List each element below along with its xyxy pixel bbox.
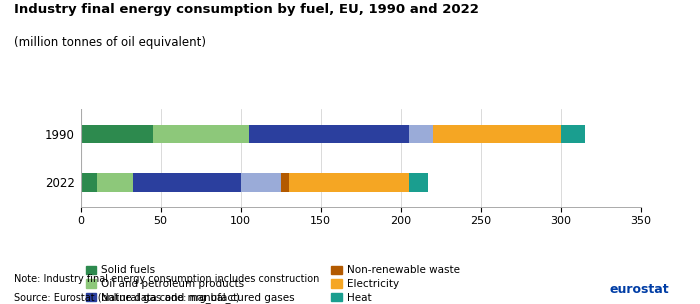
Bar — [153, 125, 248, 143]
Bar — [133, 173, 241, 192]
Bar — [409, 173, 428, 192]
Text: (million tonnes of oil equivalent): (million tonnes of oil equivalent) — [14, 36, 206, 50]
Bar — [97, 173, 133, 192]
Bar — [409, 125, 433, 143]
Text: Source: Eurostat (online data code: nrg_bal_c): Source: Eurostat (online data code: nrg_… — [14, 292, 239, 303]
Text: Industry final energy consumption by fuel, EU, 1990 and 2022: Industry final energy consumption by fue… — [14, 3, 479, 16]
Bar — [561, 125, 584, 143]
Bar — [80, 173, 97, 192]
Text: eurostat: eurostat — [609, 283, 668, 296]
Bar — [248, 125, 409, 143]
Bar — [281, 173, 288, 192]
Bar — [433, 125, 561, 143]
Text: Note: Industry final energy consumption includes construction: Note: Industry final energy consumption … — [14, 274, 319, 284]
Legend: Solid fuels, Oil and petroleum products, Natural gas and manufactured gases, Ren: Solid fuels, Oil and petroleum products,… — [85, 265, 460, 304]
Bar — [241, 173, 281, 192]
Bar — [80, 125, 153, 143]
Text: ■: ■ — [658, 279, 668, 289]
Bar — [288, 173, 409, 192]
